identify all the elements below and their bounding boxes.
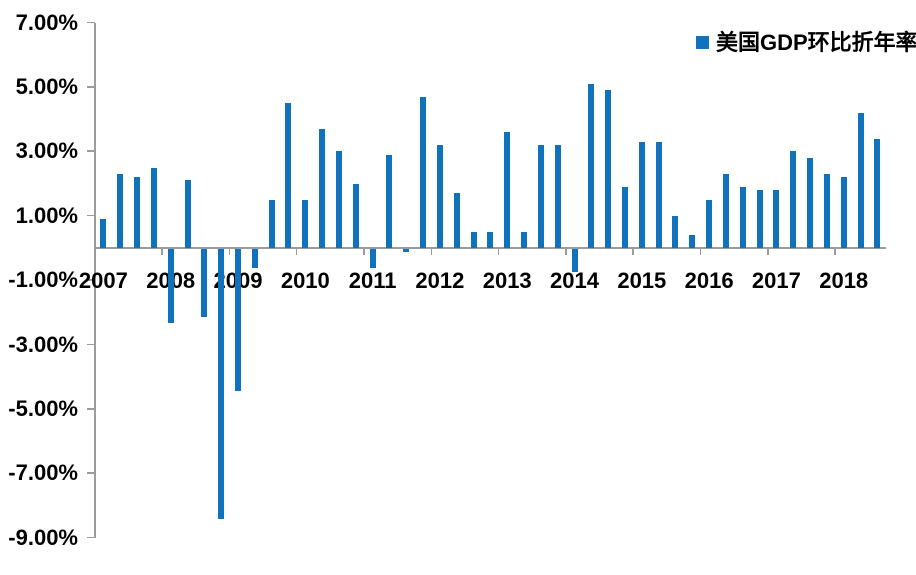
bar [470, 231, 477, 248]
x-axis-year-label: 2011 [348, 268, 397, 293]
bar [319, 128, 326, 248]
x-axis-year-label: 2015 [617, 268, 667, 293]
bar [386, 154, 393, 248]
x-axis-tick [497, 248, 500, 255]
x-axis-tick [430, 248, 432, 255]
bar [638, 141, 645, 248]
legend-label: 美国GDP环比折年率 [716, 30, 916, 55]
x-axis-year-label: 2010 [280, 268, 330, 293]
bar [403, 249, 410, 253]
bar [285, 103, 292, 248]
x-axis-tick [295, 248, 298, 255]
y-axis-tick [87, 536, 95, 539]
bar [369, 249, 376, 269]
y-axis-tick-label: 1.00% [15, 202, 78, 228]
y-axis-tick [87, 86, 95, 88]
x-axis-tick [228, 248, 231, 255]
x-axis-year-label: 2007 [78, 268, 128, 293]
bar [218, 249, 225, 520]
bar [184, 180, 191, 248]
bar [756, 190, 763, 248]
y-axis-tick-label: -3.00% [8, 331, 78, 357]
bar [807, 157, 814, 248]
legend-color-swatch [696, 36, 709, 49]
bar [504, 132, 511, 248]
bar [537, 144, 544, 248]
bar [739, 186, 746, 248]
bar [689, 235, 696, 248]
x-axis-tick [565, 248, 567, 255]
x-axis-line [95, 247, 886, 249]
bar [235, 249, 241, 391]
bar [554, 144, 561, 248]
bar [672, 215, 679, 248]
bar [790, 151, 797, 248]
x-axis-tick [632, 248, 634, 255]
bar [453, 193, 460, 248]
bar [773, 190, 780, 248]
bar [302, 199, 309, 248]
bar [706, 199, 713, 248]
bar [352, 183, 359, 248]
x-axis-year-label: 2016 [684, 268, 734, 293]
bar [420, 96, 427, 248]
bar [335, 151, 342, 248]
y-axis-tick-label: 3.00% [15, 138, 78, 164]
x-axis-year-label: 2012 [415, 268, 465, 293]
bar [840, 177, 847, 248]
bar [167, 249, 174, 324]
bar [150, 167, 157, 248]
bar [100, 219, 107, 248]
bar [823, 173, 830, 248]
x-axis-year-label: 2014 [550, 268, 599, 293]
x-axis-year-label: 2018 [819, 268, 869, 293]
bar [571, 249, 578, 272]
y-axis-tick [87, 21, 95, 24]
bar [722, 173, 729, 248]
x-axis-tick [699, 248, 702, 255]
bar [857, 112, 864, 248]
x-axis-tick [94, 248, 96, 255]
bar [487, 231, 494, 248]
bar [621, 186, 628, 248]
x-axis-tick [767, 248, 769, 255]
y-axis-tick-label: 7.00% [15, 9, 78, 35]
bar [521, 231, 528, 248]
bar [588, 83, 595, 248]
y-axis-tick-label: -1.00% [8, 267, 78, 293]
bar [436, 144, 443, 248]
bar [268, 199, 275, 248]
x-axis-tick [161, 248, 163, 255]
bar [655, 141, 662, 248]
x-axis-tick [834, 248, 836, 255]
x-axis-tick [363, 248, 365, 255]
y-axis-tick-label: -7.00% [8, 460, 78, 486]
x-axis-year-label: 2013 [482, 268, 532, 293]
y-axis-tick [87, 214, 95, 217]
y-axis-tick [87, 150, 95, 152]
y-axis-tick [87, 472, 95, 474]
x-axis-year-label: 2017 [751, 268, 801, 293]
bar [605, 90, 612, 248]
y-axis-tick-label: -9.00% [8, 524, 78, 550]
y-axis-tick [87, 408, 95, 410]
bar [201, 249, 208, 317]
bar [117, 173, 124, 248]
bar [251, 249, 258, 269]
y-axis-tick-label: 5.00% [15, 74, 78, 99]
y-axis-tick-label: -5.00% [8, 396, 78, 421]
bar [874, 138, 881, 248]
y-axis-tick [87, 343, 95, 346]
bar [134, 177, 141, 248]
y-axis-tick [87, 279, 95, 281]
